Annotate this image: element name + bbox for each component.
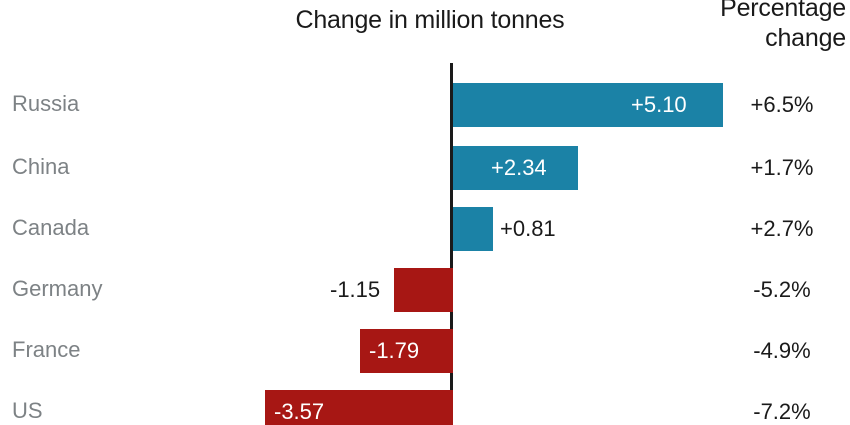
value-label: -3.57 xyxy=(274,399,325,424)
percentage-column-title: Percentage change xyxy=(676,0,846,53)
category-label: France xyxy=(12,337,81,362)
chart-header: Change in million tonnes Percentage chan… xyxy=(0,0,850,62)
value-label: +0.81 xyxy=(500,216,556,241)
percent-label: +6.5% xyxy=(750,92,814,117)
percent-label: -4.9% xyxy=(753,338,811,363)
zero-axis-line xyxy=(450,63,453,425)
percent-label: -7.2% xyxy=(753,399,811,424)
value-label: -1.79 xyxy=(369,338,420,363)
value-bar xyxy=(453,207,493,251)
value-label: -1.15 xyxy=(330,277,381,302)
value-bar xyxy=(360,329,453,373)
value-bar xyxy=(453,146,578,190)
value-bar xyxy=(394,268,453,312)
bar-column-title: Change in million tonnes xyxy=(295,6,565,34)
percentage-column-title-line1: Percentage xyxy=(720,0,846,22)
percentage-column-title-line2: change xyxy=(765,24,846,52)
value-bar xyxy=(265,390,453,425)
percent-label: -5.2% xyxy=(753,277,811,302)
category-label: Germany xyxy=(12,276,103,301)
category-label: Canada xyxy=(12,215,90,240)
category-label: US xyxy=(12,398,43,423)
category-label: China xyxy=(12,154,70,179)
percent-label: +2.7% xyxy=(750,216,814,241)
category-label: Russia xyxy=(12,91,80,116)
percent-label: +1.7% xyxy=(750,155,814,180)
value-label: +5.10 xyxy=(631,92,687,117)
value-label: +2.34 xyxy=(491,155,547,180)
value-bar xyxy=(453,83,723,127)
